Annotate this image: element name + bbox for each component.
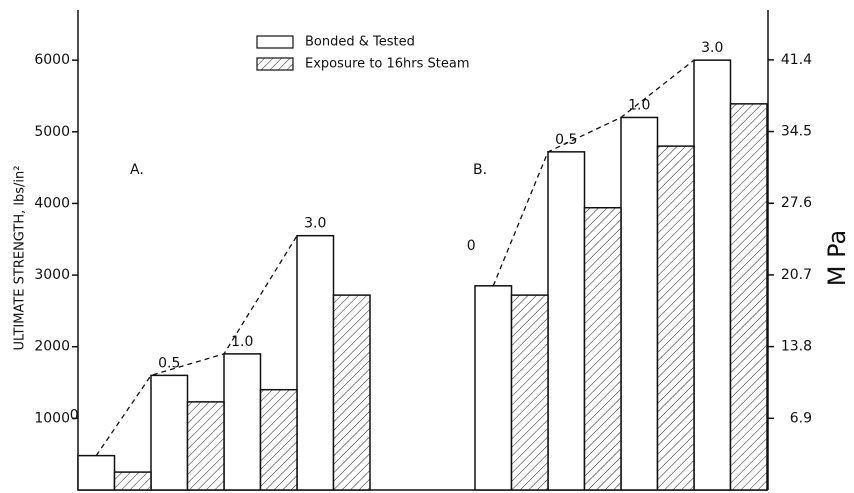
y2-tick-label: 13.8 [781,339,812,355]
category-label: 0 [70,408,79,424]
bar [223,353,262,491]
legend-label: Bonded & Tested [305,35,415,50]
legend-label: Exposure to 16hrs Steam [305,57,470,72]
bar [693,59,732,491]
bar [620,116,659,491]
y2-axis-title: M Pa [823,230,851,286]
category-label: 1.0 [628,97,650,113]
y-tick-label: 6000 [34,52,70,68]
bar [656,145,695,491]
group-label: B. [473,162,487,178]
category-label: 0.5 [158,355,180,371]
y2-tick-label: 20.7 [781,267,812,283]
y-tick-label: 4000 [34,195,70,211]
category-label: 0.5 [555,132,577,148]
bar [150,374,189,491]
y-tick-label: 5000 [34,124,70,140]
y-tick-label: 3000 [34,267,70,283]
trend-line [492,59,695,287]
trend-line [95,235,298,456]
bar [113,471,152,491]
category-label: 1.0 [231,334,253,350]
y-axis-title: ULTIMATE STRENGTH, lbs/in² [13,166,28,351]
y-tick-label: 1000 [34,410,70,426]
legend-swatch [256,35,294,49]
y2-tick-label: 34.5 [781,124,812,140]
bar [332,294,371,491]
category-label: 3.0 [701,40,723,56]
y2-tick-label: 27.6 [781,195,812,211]
category-label: 3.0 [304,216,326,232]
bar [77,454,116,491]
bar [186,401,225,491]
group-label: A. [130,162,144,178]
bar [474,285,513,491]
legend-swatch [256,57,294,71]
y2-tick-label: 41.4 [781,52,812,68]
y-tick-label: 2000 [34,339,70,355]
y2-tick-label: 6.9 [790,410,812,426]
bar [729,103,768,491]
bar [296,234,335,491]
bar [510,294,549,491]
bar [583,206,622,491]
category-label: 0 [467,238,476,254]
bar [547,151,586,491]
bar [259,388,298,491]
